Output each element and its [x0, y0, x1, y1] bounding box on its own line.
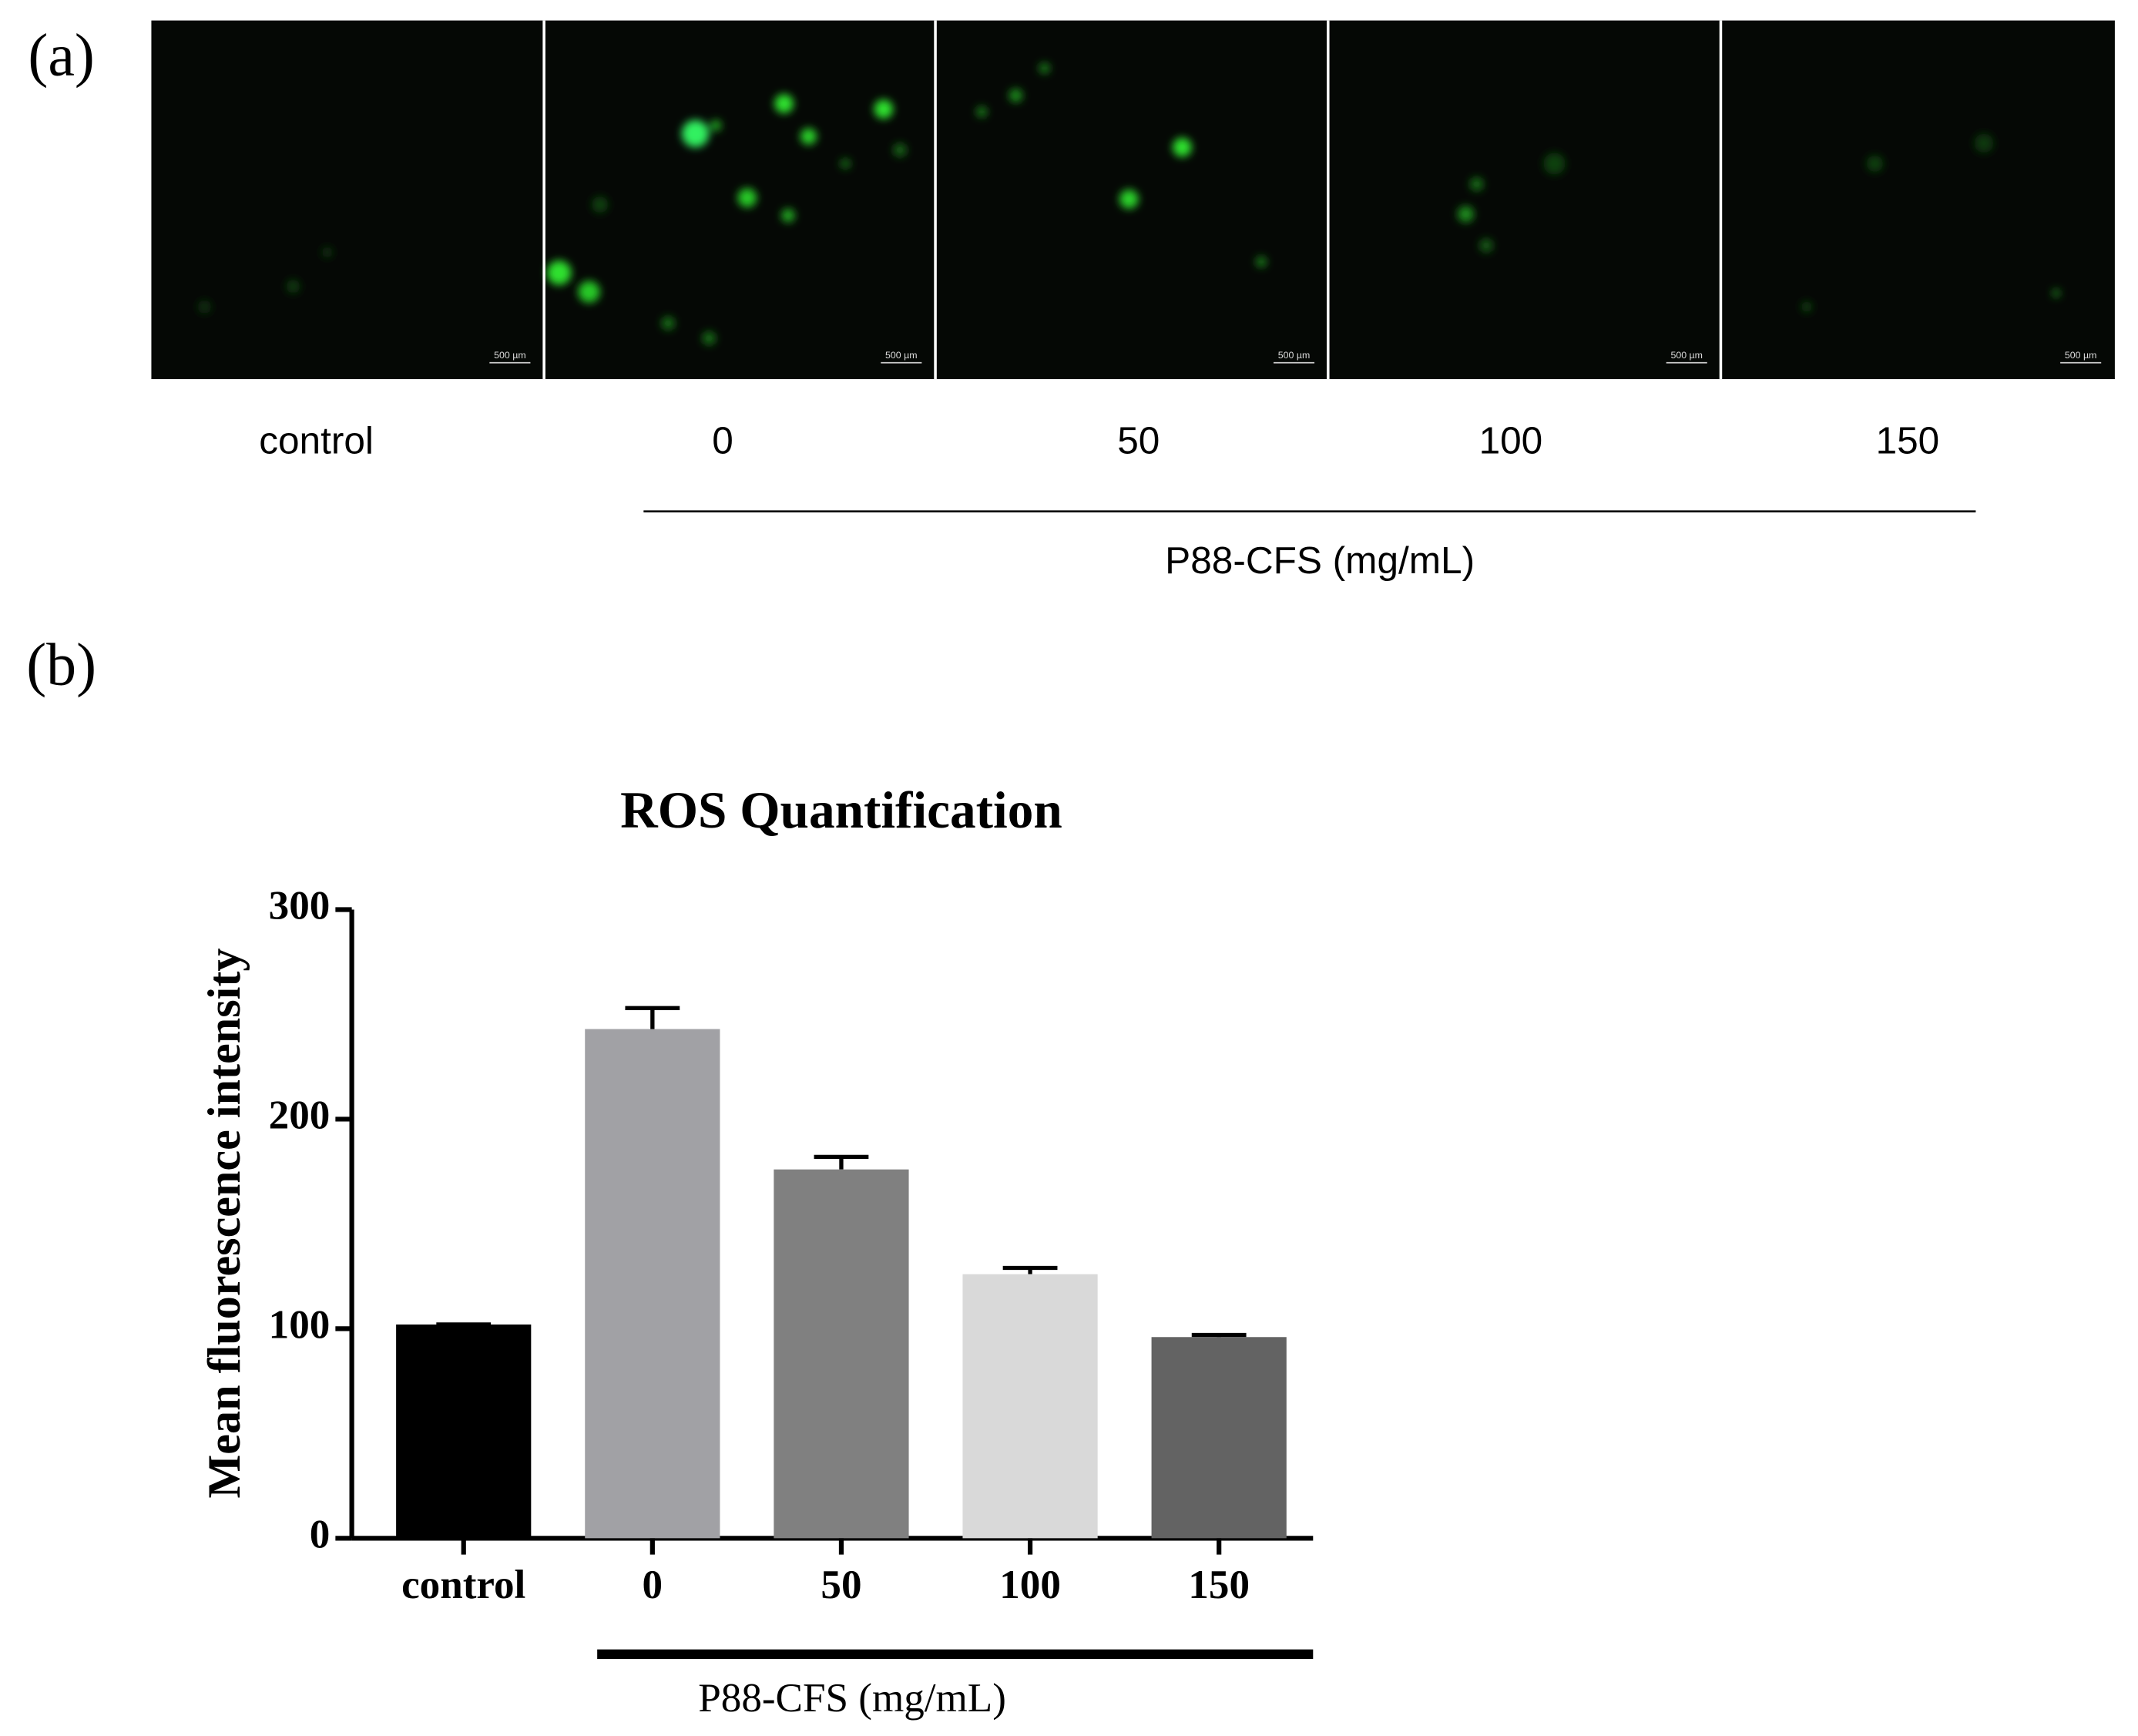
chart-title: ROS Quantification	[620, 781, 1062, 839]
image-label: 0	[712, 418, 733, 462]
panel-label: (b)	[26, 632, 96, 698]
y-tick-label: 0	[310, 1513, 331, 1557]
scale-bar-label: 500 µm	[2065, 350, 2097, 361]
x-tick-label: 0	[643, 1563, 663, 1607]
bar	[962, 1274, 1098, 1539]
bar	[585, 1029, 720, 1539]
y-tick-label: 300	[269, 884, 331, 928]
scale-bar-label: 500 µm	[494, 350, 526, 361]
bar	[1151, 1337, 1287, 1539]
group-label: P88-CFS (mg/mL)	[1165, 539, 1475, 582]
scale-bar-label: 500 µm	[885, 350, 918, 361]
y-axis-label: Mean fluorescence intensity	[199, 949, 250, 1499]
x-tick-label: 100	[999, 1563, 1061, 1607]
image-label: 150	[1876, 418, 1940, 462]
panel-label: (a)	[28, 22, 94, 89]
y-tick-label: 200	[269, 1093, 331, 1138]
micrographs	[151, 20, 2115, 380]
bar	[774, 1169, 909, 1539]
bar	[396, 1324, 532, 1539]
image-label: control	[259, 418, 374, 462]
y-tick-label: 100	[269, 1303, 331, 1348]
fluorescence	[197, 62, 2061, 345]
image-label: 50	[1117, 418, 1160, 462]
image-label: 100	[1479, 418, 1543, 462]
image-separators	[542, 20, 1723, 380]
scale-bar-label: 500 µm	[1278, 350, 1311, 361]
group-label: P88-CFS (mg/mL)	[698, 1676, 1006, 1721]
x-tick-label: 150	[1188, 1563, 1250, 1607]
x-tick-label: 50	[821, 1563, 861, 1607]
x-tick-label: control	[401, 1563, 525, 1607]
scale-bar-label: 500 µm	[1670, 350, 1703, 361]
